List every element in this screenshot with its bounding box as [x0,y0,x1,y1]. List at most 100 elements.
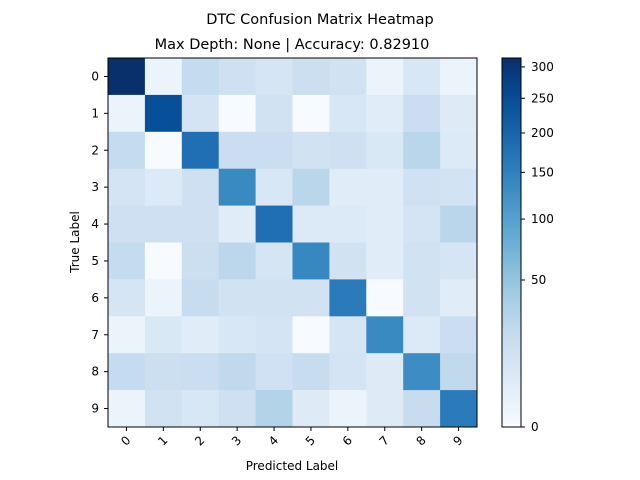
heatmap-cell [292,353,330,391]
heatmap-cell [329,58,367,96]
heatmap-cell [108,58,146,96]
heatmap-cell [218,242,256,280]
heatmap-cell [292,242,330,280]
y-tick-label: 1 [91,106,99,120]
x-tick-label: 9 [450,433,465,448]
heatmap-cell [440,94,478,133]
heatmap-cell [181,205,220,243]
heatmap-cell [366,390,404,428]
x-tick-label: 2 [192,433,207,448]
colorbar-tick-label: 0 [531,420,539,434]
heatmap-cell [218,353,256,391]
heatmap-cell [181,94,220,133]
heatmap-cell [255,242,293,280]
heatmap-cell [144,131,183,170]
heatmap-cell [218,279,256,317]
heatmap-cell [181,390,220,428]
heatmap-cell [108,242,146,280]
heatmap-cell [329,316,367,354]
heatmap-cell [292,58,330,96]
y-tick-label: 8 [91,365,99,379]
heatmap-cell [366,242,404,280]
heatmap-cell [440,168,478,206]
heatmap-cell [218,58,256,96]
colorbar-tick-label: 150 [531,165,554,179]
x-tick-label: 8 [413,433,428,448]
heatmap-cell [329,353,367,391]
heatmap-cell [144,205,183,243]
x-tick-label: 0 [118,433,133,448]
heatmap-cell [144,242,183,280]
heatmap-cell [218,390,256,428]
heatmap-cell [255,58,293,96]
heatmap-cell [218,316,256,354]
heatmap-cell [329,94,367,133]
y-tick-label: 6 [91,291,99,305]
y-tick-label: 3 [91,180,99,194]
chart-subtitle: Max Depth: None | Accuracy: 0.82910 [155,37,430,53]
y-axis-label: True Label [68,211,82,274]
heatmap-cell [403,168,441,206]
heatmap-cell [144,94,183,133]
heatmap-cell [255,353,293,391]
colorbar [502,58,521,427]
heatmap-cell [181,279,220,317]
plot-frame [107,57,478,428]
heatmap-cell [181,131,220,170]
y-tick-label: 0 [91,69,99,83]
y-tick-label: 4 [91,217,99,231]
heatmap-cell [181,58,220,96]
heatmap-cell [144,58,183,96]
y-axis-ticks: 0 1 2 3 4 5 6 7 8 9 [91,69,108,416]
heatmap-cell [144,168,183,206]
colorbar-tick-label: 100 [531,212,554,226]
y-tick-label: 2 [91,143,99,157]
heatmap-cell [218,168,256,206]
colorbar-tick-label: 200 [531,126,554,140]
x-tick-label: 6 [340,433,355,448]
heatmap-cell [108,94,146,133]
heatmap-cell [255,390,293,428]
heatmap-cell [181,242,220,280]
heatmap-cell [329,205,367,243]
heatmap-cell [218,131,256,170]
heatmap-cell [403,316,441,354]
heatmap-cell [366,168,404,206]
heatmap-cell [255,94,293,133]
chart-title: DTC Confusion Matrix Heatmap [206,12,434,28]
heatmap-cell [329,390,367,428]
colorbar-ticks: 0 50 100 150 200 250 300 [521,60,554,434]
heatmap-cell [255,131,293,170]
heatmap-cell [403,58,441,96]
heatmap-cell [403,205,441,243]
heatmap-cell [218,205,256,243]
heatmap-cell [292,390,330,428]
heatmap-cell [366,279,404,317]
heatmap-cell [292,205,330,243]
x-tick-label: 4 [266,433,281,448]
heatmap-cell [255,279,293,317]
colorbar-tick-label: 50 [531,273,546,287]
heatmap-cell [181,168,220,206]
heatmap-cell [440,353,478,391]
heatmap-cell [403,242,441,280]
heatmap-cell [440,279,478,317]
heatmap-cell [440,58,478,96]
heatmap-cell [108,353,146,391]
heatmap-cell [255,205,293,243]
heatmap-cell [255,168,293,206]
heatmap-cell [218,94,256,133]
y-tick-label: 7 [91,328,99,342]
heatmap-cell [292,94,330,133]
heatmap-cell [366,131,404,170]
heatmap-cell [144,390,183,428]
x-tick-label: 1 [155,433,170,448]
heatmap-cell [144,316,183,354]
heatmap-cell [440,390,478,428]
heatmap-cell [403,94,441,133]
heatmap-cell [366,205,404,243]
heatmap-cell [403,131,441,170]
colorbar-frame [501,57,522,428]
heatmap-cell [181,353,220,391]
